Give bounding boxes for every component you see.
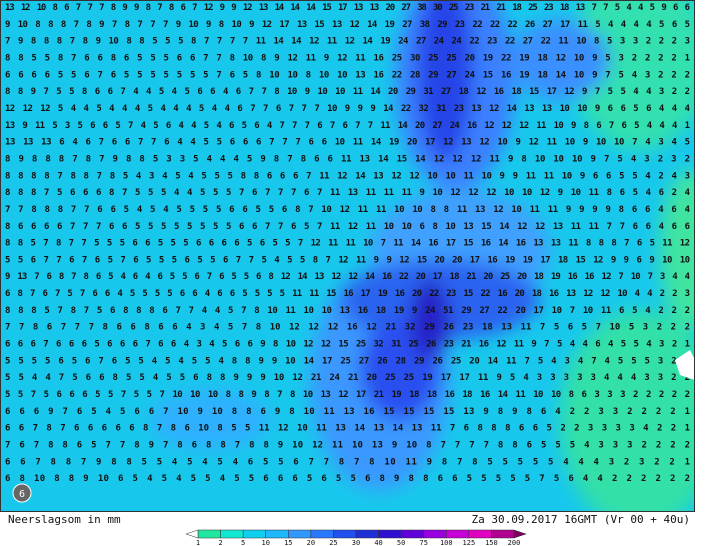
legend-label: 15 bbox=[284, 539, 292, 546]
value-grid: 13 12 10 8 6 7 7 7 8 9 9 8 7 8 6 7 12 9 … bbox=[5, 3, 691, 484]
grid-row: 7 6 7 8 8 6 5 7 7 8 9 7 8 6 8 8 7 8 8 9 … bbox=[5, 441, 690, 451]
map-border bbox=[0, 0, 695, 512]
grid-row: 13 12 10 8 6 7 7 7 8 9 9 8 7 8 6 7 12 9 … bbox=[5, 3, 690, 13]
legend-label: 1 bbox=[196, 539, 200, 546]
grid-row: 7 7 8 8 8 7 7 6 6 5 4 5 4 5 5 5 5 6 6 5 … bbox=[5, 205, 691, 215]
grid-row: 8 8 8 5 7 8 7 5 6 8 8 8 6 7 7 4 4 5 7 8 … bbox=[5, 306, 690, 316]
grid-row: 6 8 10 8 8 9 10 6 5 4 5 4 5 5 4 5 5 6 6 … bbox=[5, 474, 690, 484]
grid-row: 9 13 7 6 8 7 8 6 5 4 6 4 6 5 5 6 7 6 5 5… bbox=[5, 272, 691, 282]
grid-row: 8 8 5 5 8 7 6 6 8 6 5 5 5 6 6 7 7 8 10 8… bbox=[5, 53, 690, 63]
grid-row: 8 8 5 7 8 7 7 5 5 5 6 6 5 5 5 6 6 6 6 5 … bbox=[5, 239, 690, 249]
legend-label: 2 bbox=[218, 539, 222, 546]
grid-row: 6 6 7 8 8 7 9 8 8 5 5 4 5 4 5 4 6 5 5 6 … bbox=[5, 457, 690, 467]
legend-swatch bbox=[220, 529, 244, 539]
grid-row: 5 5 6 7 7 6 7 6 5 7 6 5 5 5 6 5 5 6 7 7 … bbox=[5, 255, 690, 265]
legend-swatch bbox=[310, 529, 334, 539]
grid-row: 5 5 4 4 7 5 6 6 8 5 5 4 5 5 6 8 8 9 9 9 … bbox=[5, 373, 690, 383]
legend-label: 30 bbox=[352, 539, 360, 546]
legend-label: 20 bbox=[307, 539, 315, 546]
legend-label: 75 bbox=[419, 539, 427, 546]
legend-swatch bbox=[288, 529, 312, 539]
legend-label: 200 bbox=[508, 539, 521, 546]
legend-label: 5 bbox=[241, 539, 245, 546]
legend-arrow-left bbox=[185, 529, 199, 539]
grid-row: 13 9 11 5 3 5 6 6 5 7 4 5 6 4 4 5 4 6 5 … bbox=[5, 121, 690, 131]
grid-row: 5 5 7 5 6 6 6 5 5 7 5 5 7 10 10 10 8 8 9… bbox=[5, 390, 690, 400]
grid-row: 6 6 6 6 5 5 6 7 6 5 5 5 5 5 5 5 7 6 5 8 … bbox=[5, 70, 690, 80]
legend-label: 150 bbox=[485, 539, 498, 546]
grid-row: 8 8 9 7 5 5 8 6 6 7 4 4 5 4 5 6 6 4 6 7 … bbox=[5, 87, 690, 97]
grid-row: 6 8 7 6 7 5 7 6 6 4 5 5 5 5 6 6 4 6 6 5 … bbox=[5, 289, 690, 299]
grid-row: 6 6 6 7 6 6 6 5 6 6 6 7 6 6 4 3 4 5 6 6 … bbox=[5, 340, 690, 350]
legend-label: 40 bbox=[374, 539, 382, 546]
legend-label: 50 bbox=[397, 539, 405, 546]
badge: 6 bbox=[19, 489, 25, 500]
legend-label: 100 bbox=[440, 539, 453, 546]
legend-label: 25 bbox=[329, 539, 337, 546]
legend-swatch bbox=[423, 529, 447, 539]
precipitation-field: 13 12 10 8 6 7 7 7 8 9 9 8 7 8 6 7 12 9 … bbox=[0, 0, 695, 512]
legend-swatch bbox=[265, 529, 289, 539]
legend-swatch bbox=[333, 529, 357, 539]
grid-row: 9 10 8 8 8 7 8 9 7 8 7 7 7 9 10 9 8 10 9… bbox=[5, 20, 690, 30]
legend-swatch bbox=[446, 529, 470, 539]
footer-right: Za 30.09.2017 16GMT (Vr 00 + 40u) bbox=[471, 513, 690, 526]
legend: 1 2 5 10 15 20 25 30 40 50 75 100 125 150 200 bbox=[185, 529, 527, 546]
legend-label: 125 bbox=[463, 539, 476, 546]
legend-swatch bbox=[468, 529, 492, 539]
legend-swatch bbox=[355, 529, 379, 539]
legend-label: 10 bbox=[261, 539, 269, 546]
grid-row: 8 8 8 7 5 6 6 6 8 7 5 5 5 4 4 5 5 5 7 6 … bbox=[5, 188, 691, 198]
grid-row: 7 7 8 6 7 7 7 8 6 6 8 6 6 4 3 4 5 7 8 10… bbox=[5, 323, 690, 333]
legend-arrow-right bbox=[513, 529, 527, 539]
grid-row: 6 6 7 8 7 6 6 6 6 6 8 7 8 6 10 8 5 5 11 … bbox=[5, 424, 690, 434]
badge-circle bbox=[12, 483, 32, 503]
grid-row: 8 8 8 8 7 8 8 7 8 5 4 3 4 5 4 5 5 5 8 8 … bbox=[5, 171, 690, 181]
grid-row: 8 6 6 6 6 7 7 7 6 6 5 5 5 5 5 5 5 5 6 6 … bbox=[5, 222, 690, 232]
footer-left: Neerslagsom in mm bbox=[8, 513, 121, 526]
grid-row: 7 9 8 8 8 7 8 9 10 8 8 5 5 5 8 7 7 7 7 1… bbox=[5, 37, 690, 47]
grid-row: 5 5 5 5 6 5 6 7 6 5 5 4 5 4 5 5 4 8 8 9 … bbox=[5, 356, 690, 366]
legend-swatch bbox=[197, 529, 221, 539]
land-gap bbox=[675, 350, 695, 380]
legend-swatch bbox=[400, 529, 424, 539]
grid-row: 6 6 6 9 7 6 5 4 5 6 6 7 10 9 10 8 8 6 9 … bbox=[5, 407, 690, 417]
grid-row: 13 13 13 6 4 6 7 6 6 7 7 6 4 4 5 5 6 6 6… bbox=[5, 138, 690, 148]
legend-swatch bbox=[491, 529, 515, 539]
legend-swatch bbox=[378, 529, 402, 539]
grid-row: 12 12 12 5 4 4 5 4 4 4 5 4 4 4 5 4 4 6 7… bbox=[5, 104, 691, 114]
grid-row: 8 9 8 8 8 7 8 7 9 8 8 5 3 3 5 4 4 4 5 9 … bbox=[5, 154, 690, 164]
legend-swatch bbox=[242, 529, 266, 539]
